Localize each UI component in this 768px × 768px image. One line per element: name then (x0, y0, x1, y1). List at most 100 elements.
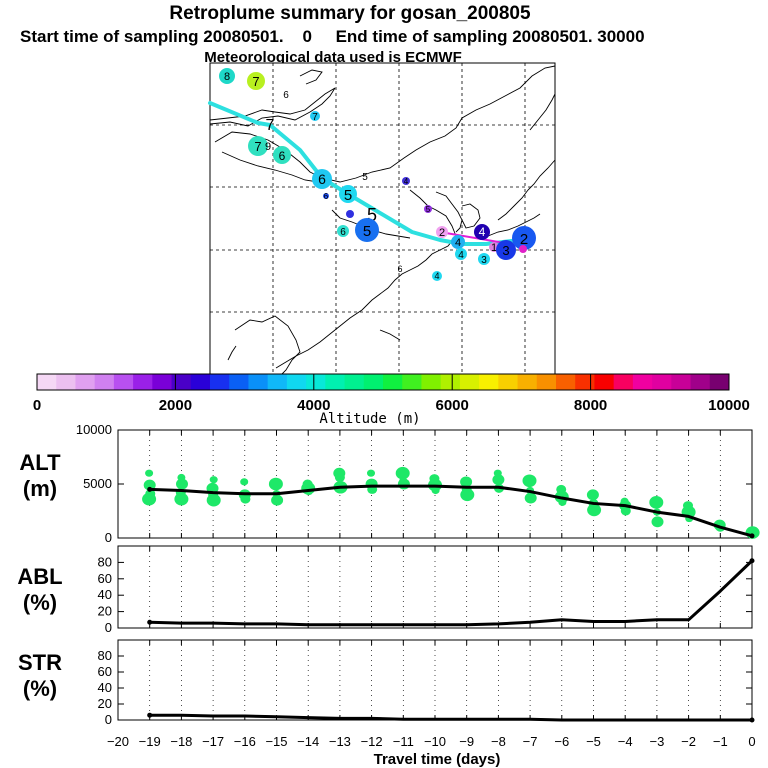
scatter-point (367, 469, 375, 477)
y-tick-label: 20 (98, 604, 112, 619)
map-cluster (339, 185, 357, 203)
x-tick-label: −11 (393, 734, 414, 749)
colorbar-cell (248, 374, 269, 390)
series-point (147, 619, 153, 625)
colorbar-cell (56, 374, 76, 390)
colorbar-cell (517, 374, 538, 390)
y-axis-label: ABL (17, 564, 62, 589)
map-cluster (478, 253, 490, 265)
map-cluster (346, 210, 354, 218)
map-cluster (402, 177, 410, 185)
x-tick-label: −5 (586, 734, 601, 749)
scatter-point (240, 478, 249, 486)
colorbar-cell (113, 374, 134, 390)
colorbar-cell (536, 374, 557, 390)
map-label: 2 (439, 227, 445, 239)
series-point (147, 712, 153, 718)
map-label: 4 (458, 250, 464, 261)
x-tick-label: 0 (748, 734, 755, 749)
y-axis-label: STR (18, 650, 62, 675)
scatter-point (176, 478, 188, 490)
map-label: 1 (491, 242, 497, 254)
map-label: 6 (324, 192, 329, 201)
x-tick-label: −19 (139, 734, 161, 749)
scatter-point (397, 478, 410, 490)
scatter-point (651, 516, 664, 528)
map-label: 8 (224, 71, 230, 83)
y-tick-label: 20 (98, 696, 112, 711)
colorbar-cell (709, 374, 730, 390)
map-cluster (219, 68, 235, 84)
map-cluster (355, 218, 379, 242)
title-line-2: Start time of sampling 20080501. 0 End t… (20, 27, 645, 46)
colorbar: 0 2000 4000 6000 8000 10000 Altitude (m) (33, 373, 750, 427)
scatter-point (145, 469, 154, 477)
scatter-point (240, 494, 251, 504)
colorbar-cells (37, 374, 730, 390)
series-point (749, 558, 755, 564)
colorbar-cell (459, 374, 480, 390)
x-tick-label: −3 (649, 734, 664, 749)
scatter-point (206, 493, 221, 507)
scatter-point (431, 486, 440, 495)
x-tick-label: −18 (170, 734, 192, 749)
map-label: 9 (265, 141, 271, 153)
scatter-point (522, 474, 537, 488)
map-label: 7 (312, 112, 318, 123)
title-line-1: Retroplume summary for gosan_200805 (169, 3, 531, 24)
series-point (749, 717, 755, 723)
x-tick-label: −7 (523, 734, 538, 749)
x-tick-label: −20 (107, 734, 129, 749)
trajectory-track (208, 101, 522, 246)
scatter-point (209, 476, 218, 484)
y-tick-label: 5000 (83, 476, 112, 491)
x-tick-label: −17 (202, 734, 224, 749)
colorbar-cell (229, 374, 249, 390)
colorbar-cell (344, 374, 365, 390)
map-label: 6 (279, 149, 286, 163)
colorbar-cell (402, 374, 422, 390)
colorbar-cell (421, 374, 442, 390)
colorbar-cell (267, 374, 288, 390)
y-axis-label: (m) (23, 476, 57, 501)
series-line (149, 713, 752, 722)
colorbar-cell (652, 374, 672, 390)
colorbar-tick-label: 4000 (297, 397, 330, 414)
series-line (149, 559, 754, 627)
colorbar-cell (363, 374, 384, 390)
map-label: 5 (363, 223, 371, 240)
scatter-point (586, 489, 599, 501)
map-label: 6 (340, 227, 346, 238)
colorbar-label: Altitude (m) (319, 411, 420, 427)
map-label: 2 (520, 231, 528, 248)
x-tick-label: −16 (234, 734, 256, 749)
y-tick-label: 80 (98, 648, 112, 663)
colorbar-cell (498, 374, 519, 390)
map-cluster (432, 271, 442, 281)
map-cluster (496, 240, 516, 260)
map-label: 5 (344, 187, 352, 204)
map-label: 3 (481, 255, 487, 266)
map-label: 3 (502, 243, 509, 258)
time-series-panels: 0500010000ALT(m)020406080ABL(%)020406080… (17, 422, 760, 749)
y-axis-label: (%) (23, 590, 57, 615)
map-cluster (451, 235, 465, 249)
map-cluster (436, 226, 448, 238)
map-cluster (273, 146, 291, 164)
y-tick-label: 0 (105, 620, 112, 635)
scatter-point (587, 503, 602, 517)
scatter-point (492, 474, 505, 486)
y-tick-label: 10000 (76, 422, 112, 437)
map-label: 6 (318, 171, 326, 187)
map-cluster (424, 205, 432, 213)
map-label: 5 (367, 205, 377, 225)
y-tick-label: 40 (98, 680, 112, 695)
colorbar-cell (671, 374, 692, 390)
map-cluster (512, 226, 536, 250)
map-cluster (248, 136, 268, 156)
map-frame (209, 62, 556, 377)
colorbar-cell (133, 374, 153, 390)
scatter-point (395, 466, 410, 480)
colorbar-cell (75, 374, 96, 390)
